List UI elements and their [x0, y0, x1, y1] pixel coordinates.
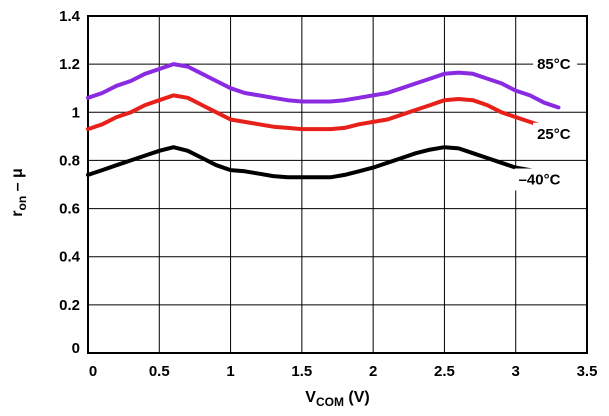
series-label: 25°C [537, 126, 571, 143]
series-line [86, 145, 561, 180]
x-axis-title: VCOM (V) [305, 389, 369, 409]
series-line [86, 93, 561, 134]
x-tick-label: 3 [512, 363, 520, 380]
x-tick-label: 3.5 [577, 363, 598, 380]
series-label-background [533, 52, 578, 75]
x-tick-label: 1.5 [291, 363, 312, 380]
x-tick-label: 1 [226, 363, 234, 380]
y-tick-label: 0.4 [59, 249, 81, 266]
x-tick-label: 2 [369, 363, 377, 380]
series-label-background [533, 122, 578, 145]
y-tick-label: 0.8 [59, 152, 80, 169]
y-axis-title: ron – μ [9, 168, 29, 216]
plot-area: 85°C 25°C –40°C [86, 15, 588, 354]
y-axis-ticks: 0 0.2 0.4 0.6 0.8 1 1.2 1.4 [59, 8, 81, 357]
y-axis-title-suffix: – μ [9, 168, 26, 196]
plot-frame [87, 15, 588, 354]
x-axis-ticks: 0 0.5 1 1.5 2 2.5 3 3.5 [89, 363, 598, 380]
series-label: –40°C [519, 172, 561, 189]
y-tick-label: 0 [72, 340, 80, 357]
x-tick-label: 0 [89, 363, 97, 380]
y-axis-title-main: r [9, 211, 26, 217]
x-axis-title-main: V [305, 389, 316, 406]
series-label-background [514, 168, 568, 191]
y-tick-label: 1 [72, 104, 80, 121]
y-tick-label: 0.6 [59, 201, 80, 218]
series-label: 85°C [537, 56, 571, 73]
y-tick-label: 1.4 [59, 8, 81, 25]
y-axis-title-sub: on [15, 196, 29, 211]
x-axis-title-suffix: (V) [344, 389, 370, 406]
series-lines [86, 62, 561, 180]
x-axis-title-sub: COM [316, 395, 344, 409]
y-tick-label: 1.2 [59, 56, 80, 73]
series-line [86, 62, 561, 110]
y-tick-label: 0.2 [59, 297, 80, 314]
series-labels: 85°C 25°C –40°C [514, 52, 578, 191]
x-tick-label: 0.5 [149, 363, 170, 380]
x-tick-label: 2.5 [434, 363, 455, 380]
